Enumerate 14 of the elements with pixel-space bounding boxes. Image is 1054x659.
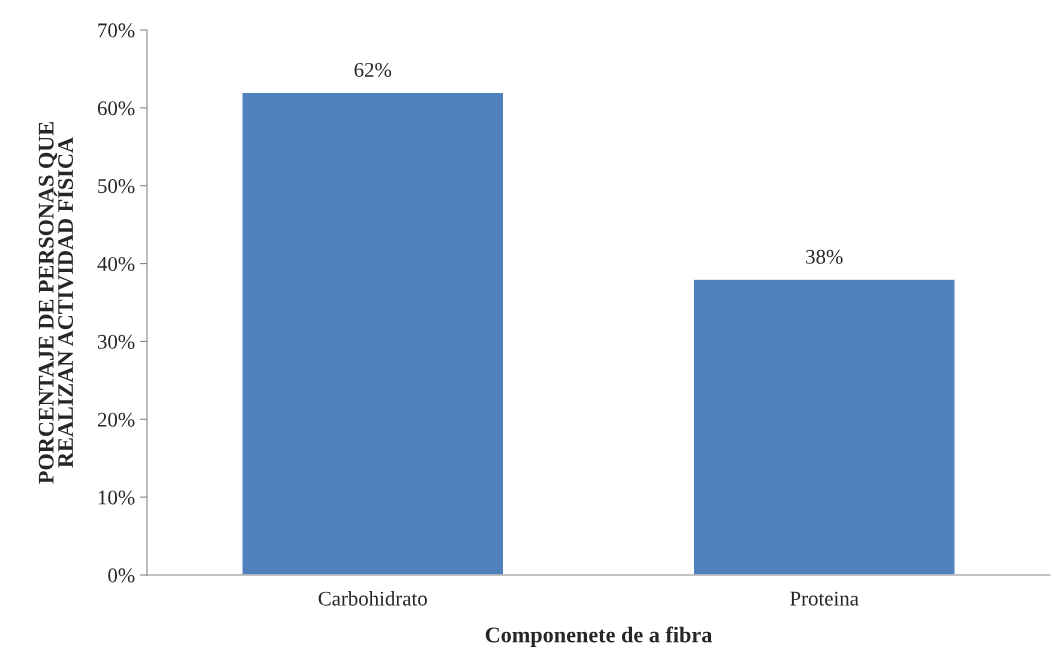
y-tick-label: 10% xyxy=(98,490,135,505)
data-label: 38% xyxy=(806,249,843,264)
data-label: 62% xyxy=(354,62,392,78)
y-axis-title: PORCENTAJE DE PERSONAS QUE REALIZAN ACTIVIDAD FÍSICA xyxy=(38,122,74,484)
x-tick-label: Proteina xyxy=(790,591,859,606)
x-tick-label: Carbohidrato xyxy=(318,590,427,606)
y-tick-label: 40% xyxy=(97,256,135,272)
y-tick-label: 50% xyxy=(98,179,135,194)
y-tick-label: 30% xyxy=(98,334,135,349)
y-tick-label: 70% xyxy=(98,23,135,38)
y-tick-label: 20% xyxy=(97,412,135,427)
x-axis-title: Componenete de a fibra xyxy=(485,626,713,647)
y-tick-label: 60% xyxy=(97,101,135,116)
y-tick-label: 0% xyxy=(108,568,135,583)
